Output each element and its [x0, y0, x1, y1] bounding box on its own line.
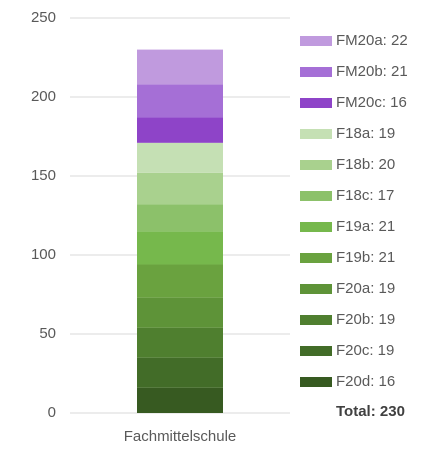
bar-segment [137, 204, 223, 232]
legend-label: F19b: 21 [336, 249, 395, 266]
legend-label: FM20b: 21 [336, 63, 408, 80]
legend-swatch [300, 377, 332, 387]
legend-swatch [300, 191, 332, 201]
legend-label: F18a: 19 [336, 125, 395, 142]
legend-label: F19a: 21 [336, 218, 395, 235]
bar-segment [137, 387, 223, 413]
legend-label: F20d: 16 [336, 373, 395, 390]
legend-swatch [300, 284, 332, 294]
legend-label: F20a: 19 [336, 280, 395, 297]
legend-swatch [300, 129, 332, 139]
bar-segment [137, 142, 223, 173]
legend-swatch [300, 346, 332, 356]
y-tick-label: 250 [31, 9, 56, 26]
bar-segment [137, 264, 223, 298]
bar-segment [137, 49, 223, 85]
legend-swatch [300, 222, 332, 232]
legend-label: FM20c: 16 [336, 94, 407, 111]
legend-swatch [300, 160, 332, 170]
legend-label: F20c: 19 [336, 342, 394, 359]
y-tick-label: 50 [39, 325, 56, 342]
legend-swatch [300, 67, 332, 77]
legend-swatch [300, 253, 332, 263]
legend-swatch [300, 98, 332, 108]
legend-swatch [300, 36, 332, 46]
legend-label: F18b: 20 [336, 156, 395, 173]
legend-label: F18c: 17 [336, 187, 394, 204]
y-tick-label: 200 [31, 88, 56, 105]
legend-label: F20b: 19 [336, 311, 395, 328]
bar-segment [137, 231, 223, 265]
y-tick-label: 100 [31, 246, 56, 263]
legend-swatch [300, 315, 332, 325]
bar-segment [137, 84, 223, 118]
bar-segment [137, 117, 223, 143]
x-tick-label: Fachmittelschule [124, 428, 237, 445]
total-label: Total: 230 [336, 403, 405, 420]
bar-segment [137, 297, 223, 328]
bar-segment [137, 327, 223, 358]
y-tick-label: 150 [31, 167, 56, 184]
bar-segment [137, 172, 223, 205]
bar-segment [137, 357, 223, 388]
y-tick-label: 0 [48, 404, 56, 421]
legend-label: FM20a: 22 [336, 32, 408, 49]
